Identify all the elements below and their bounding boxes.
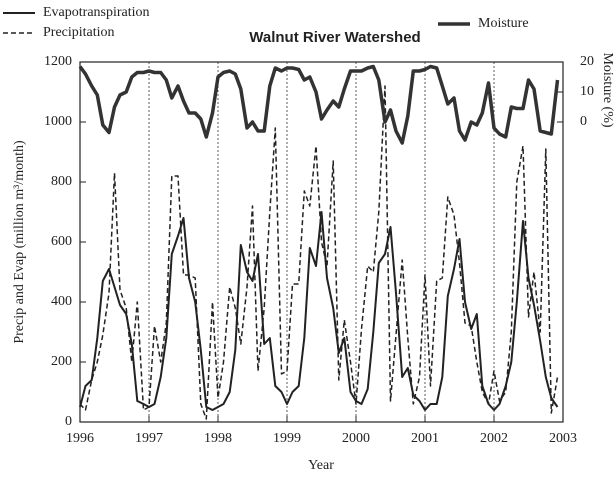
- legend-label: Evapotranspiration: [43, 5, 150, 20]
- x-tick-label: 2000: [342, 431, 370, 446]
- y-tick-label: 600: [51, 234, 72, 249]
- x-tick-label: 2001: [411, 431, 439, 446]
- y2-tick-label: 10: [580, 84, 594, 99]
- legend-label: Moisture: [478, 16, 529, 31]
- y-tick-label: 1200: [44, 54, 72, 69]
- x-tick-label: 2003: [549, 431, 577, 446]
- x-tick-label: 1998: [204, 431, 232, 446]
- y-tick-label: 800: [51, 174, 72, 189]
- chart-title: Walnut River Watershed: [249, 29, 420, 46]
- legend-label: Precipitation: [43, 25, 115, 40]
- y-tick-label: 200: [51, 354, 72, 369]
- y-tick-label: 400: [51, 294, 72, 309]
- y2-tick-label: 20: [580, 54, 594, 69]
- x-axis-label: Year: [308, 458, 334, 473]
- y-tick-label: 0: [65, 414, 72, 429]
- y-tick-label: 1000: [44, 114, 72, 129]
- series-line: [79, 211, 559, 411]
- x-tick-label: 1997: [135, 431, 163, 446]
- y2-axis-label: Moisture (%): [600, 52, 615, 127]
- y2-tick-label: 0: [580, 114, 587, 129]
- y-axis-label: Precip and Evap (million m³/month): [12, 140, 27, 344]
- x-tick-label: 1999: [273, 431, 301, 446]
- series-line: [78, 64, 560, 145]
- x-tick-label: 2002: [480, 431, 508, 446]
- x-tick-label: 1996: [66, 431, 94, 446]
- series-line: [79, 85, 559, 420]
